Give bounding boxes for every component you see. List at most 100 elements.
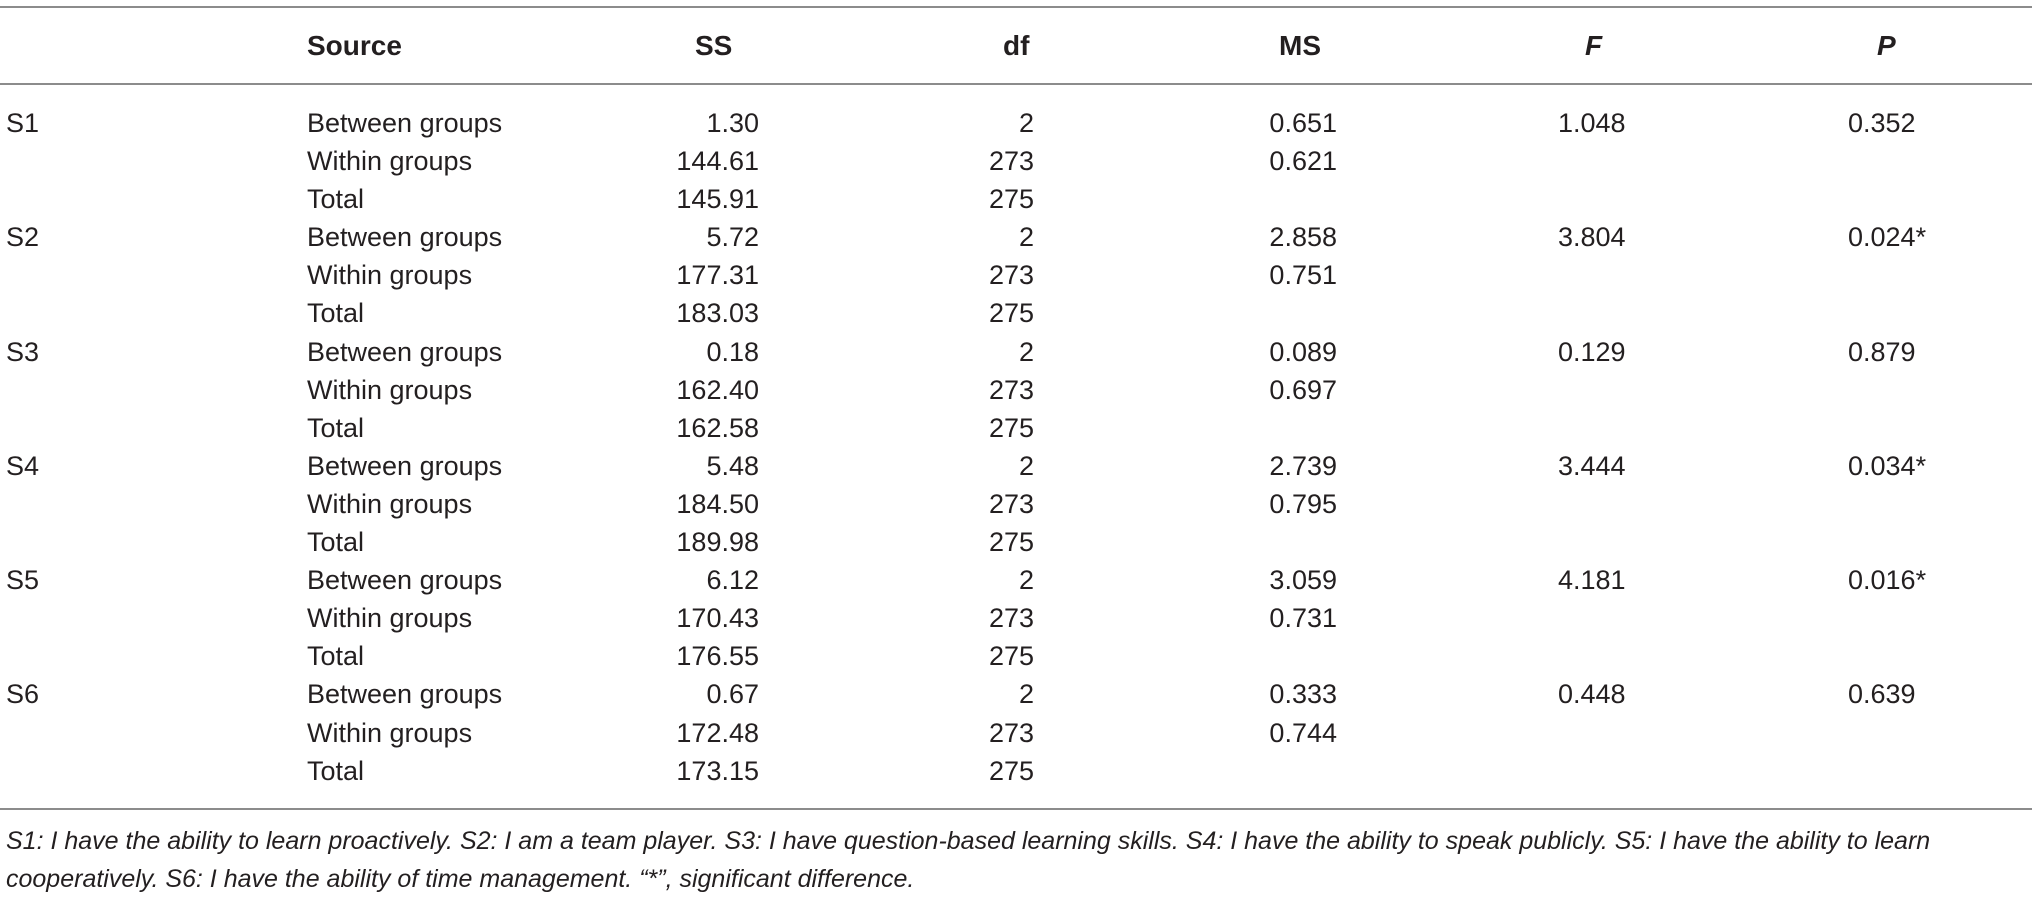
table-row: Within groups 162.40 273 0.697 bbox=[0, 371, 2032, 409]
row-ss-value: 177.31 bbox=[676, 260, 759, 291]
header-f: F bbox=[1585, 30, 1603, 61]
table-footnote: S1: I have the ability to learn proactiv… bbox=[6, 822, 2006, 898]
row-ms-value: 0.621 bbox=[1269, 146, 1337, 177]
row-ss-value: 162.58 bbox=[676, 412, 759, 443]
table-row: S3 Between groups 0.18 2 0.089 0.129 0.879 bbox=[0, 333, 2032, 371]
row-ss-value: 183.03 bbox=[676, 298, 759, 329]
table-row: Total 173.15 275 bbox=[0, 752, 2032, 790]
row-ms-value: 3.059 bbox=[1269, 565, 1337, 596]
table-row: Total 183.03 275 bbox=[0, 294, 2032, 332]
row-ms-value: 0.651 bbox=[1269, 108, 1337, 138]
row-scale-label: S6 bbox=[6, 679, 40, 710]
row-df-value: 275 bbox=[988, 755, 1034, 786]
row-f-value: 4.181 bbox=[1558, 565, 1626, 596]
row-f-value: 1.048 bbox=[1558, 108, 1626, 138]
row-scale-label: S1 bbox=[6, 108, 40, 138]
row-ss-value: 176.55 bbox=[676, 641, 759, 672]
table-row: Total 176.55 275 bbox=[0, 637, 2032, 675]
table-row: Within groups 177.31 273 0.751 bbox=[0, 256, 2032, 294]
table-row: Within groups 172.48 273 0.744 bbox=[0, 714, 2032, 752]
table-row: S2 Between groups 5.72 2 2.858 3.804 0.024* bbox=[0, 218, 2032, 256]
row-scale-label: S5 bbox=[6, 565, 40, 596]
header-rule bbox=[0, 83, 2032, 85]
row-ss-value: 189.98 bbox=[676, 527, 759, 558]
row-source: Within groups bbox=[307, 146, 473, 177]
row-ss-value: 5.72 bbox=[706, 222, 759, 253]
table-row: Within groups 170.43 273 0.731 bbox=[0, 599, 2032, 637]
row-source: Between groups bbox=[307, 679, 503, 710]
header-ms: MS bbox=[1279, 30, 1321, 61]
row-ms-value: 0.333 bbox=[1269, 679, 1337, 710]
row-ss-value: 172.48 bbox=[676, 717, 759, 748]
row-df-value: 275 bbox=[988, 412, 1034, 443]
row-f-value: 0.129 bbox=[1558, 336, 1626, 367]
row-source: Between groups bbox=[307, 565, 503, 596]
row-ms-value: 0.795 bbox=[1269, 488, 1337, 519]
row-df-value: 2 bbox=[1018, 679, 1034, 710]
row-source: Between groups bbox=[307, 336, 503, 367]
row-df-value: 275 bbox=[988, 298, 1034, 329]
row-source: Within groups bbox=[307, 717, 473, 748]
row-ms-value: 0.744 bbox=[1269, 717, 1337, 748]
table-row: Total 162.58 275 bbox=[0, 409, 2032, 447]
row-source: Total bbox=[307, 755, 365, 786]
row-source: Between groups bbox=[307, 108, 503, 138]
row-p-value: 0.879 bbox=[1848, 336, 1916, 367]
row-df-value: 2 bbox=[1018, 565, 1034, 596]
row-df-value: 275 bbox=[988, 641, 1034, 672]
table-row: S1 Between groups 1.30 2 0.651 1.048 0.352 bbox=[0, 104, 2032, 142]
row-ss-value: 1.30 bbox=[706, 108, 759, 138]
table-row: Within groups 144.61 273 0.621 bbox=[0, 142, 2032, 180]
row-p-value: 0.034* bbox=[1848, 450, 1927, 481]
table-row: Within groups 184.50 273 0.795 bbox=[0, 485, 2032, 523]
row-source: Within groups bbox=[307, 603, 473, 634]
row-source: Within groups bbox=[307, 260, 473, 291]
row-df-value: 275 bbox=[988, 527, 1034, 558]
table-row: S5 Between groups 6.12 2 3.059 4.181 0.016* bbox=[0, 561, 2032, 599]
row-ss-value: 5.48 bbox=[706, 450, 759, 481]
row-source: Between groups bbox=[307, 450, 503, 481]
row-source: Total bbox=[307, 412, 365, 443]
row-df-value: 273 bbox=[988, 260, 1034, 291]
row-source: Total bbox=[307, 641, 365, 672]
header-p: P bbox=[1877, 30, 1896, 61]
row-df-value: 273 bbox=[988, 146, 1034, 177]
row-ss-value: 162.40 bbox=[676, 374, 759, 405]
row-ss-value: 145.91 bbox=[676, 184, 759, 215]
row-ms-value: 0.697 bbox=[1269, 374, 1337, 405]
row-ss-value: 0.18 bbox=[706, 336, 759, 367]
row-f-value: 3.444 bbox=[1558, 450, 1626, 481]
footnote-line-2: cooperatively. S6: I have the ability of… bbox=[6, 865, 915, 893]
row-ms-value: 2.739 bbox=[1269, 450, 1337, 481]
row-f-value: 3.804 bbox=[1558, 222, 1626, 253]
footnote-line-1: S1: I have the ability to learn proactiv… bbox=[6, 827, 1931, 855]
row-df-value: 275 bbox=[988, 184, 1034, 215]
row-df-value: 273 bbox=[988, 717, 1034, 748]
table-row: Total 145.91 275 bbox=[0, 180, 2032, 218]
table-row: Total 189.98 275 bbox=[0, 523, 2032, 561]
row-source: Within groups bbox=[307, 488, 473, 519]
row-df-value: 273 bbox=[988, 488, 1034, 519]
row-ss-value: 6.12 bbox=[706, 565, 759, 596]
table-body: S1 Between groups 1.30 2 0.651 1.048 0.352 With… bbox=[0, 104, 2032, 790]
header-source: Source bbox=[307, 30, 402, 61]
header-ss: SS bbox=[695, 30, 733, 61]
row-df-value: 2 bbox=[1018, 108, 1034, 138]
row-df-value: 2 bbox=[1018, 336, 1034, 367]
row-p-value: 0.024* bbox=[1848, 222, 1927, 253]
row-source: Within groups bbox=[307, 374, 473, 405]
header-df: df bbox=[1003, 30, 1030, 61]
row-ss-value: 173.15 bbox=[676, 755, 759, 786]
row-source: Between groups bbox=[307, 222, 503, 253]
row-source: Total bbox=[307, 298, 365, 329]
row-scale-label: S3 bbox=[6, 336, 40, 367]
row-source: Total bbox=[307, 527, 365, 558]
row-ss-value: 0.67 bbox=[706, 679, 759, 710]
row-p-value: 0.352 bbox=[1848, 108, 1916, 138]
row-ss-value: 144.61 bbox=[676, 146, 759, 177]
row-source: Total bbox=[307, 184, 365, 215]
table-bottom-rule bbox=[0, 808, 2032, 810]
row-ms-value: 2.858 bbox=[1269, 222, 1337, 253]
row-df-value: 2 bbox=[1018, 222, 1034, 253]
row-p-value: 0.016* bbox=[1848, 565, 1927, 596]
